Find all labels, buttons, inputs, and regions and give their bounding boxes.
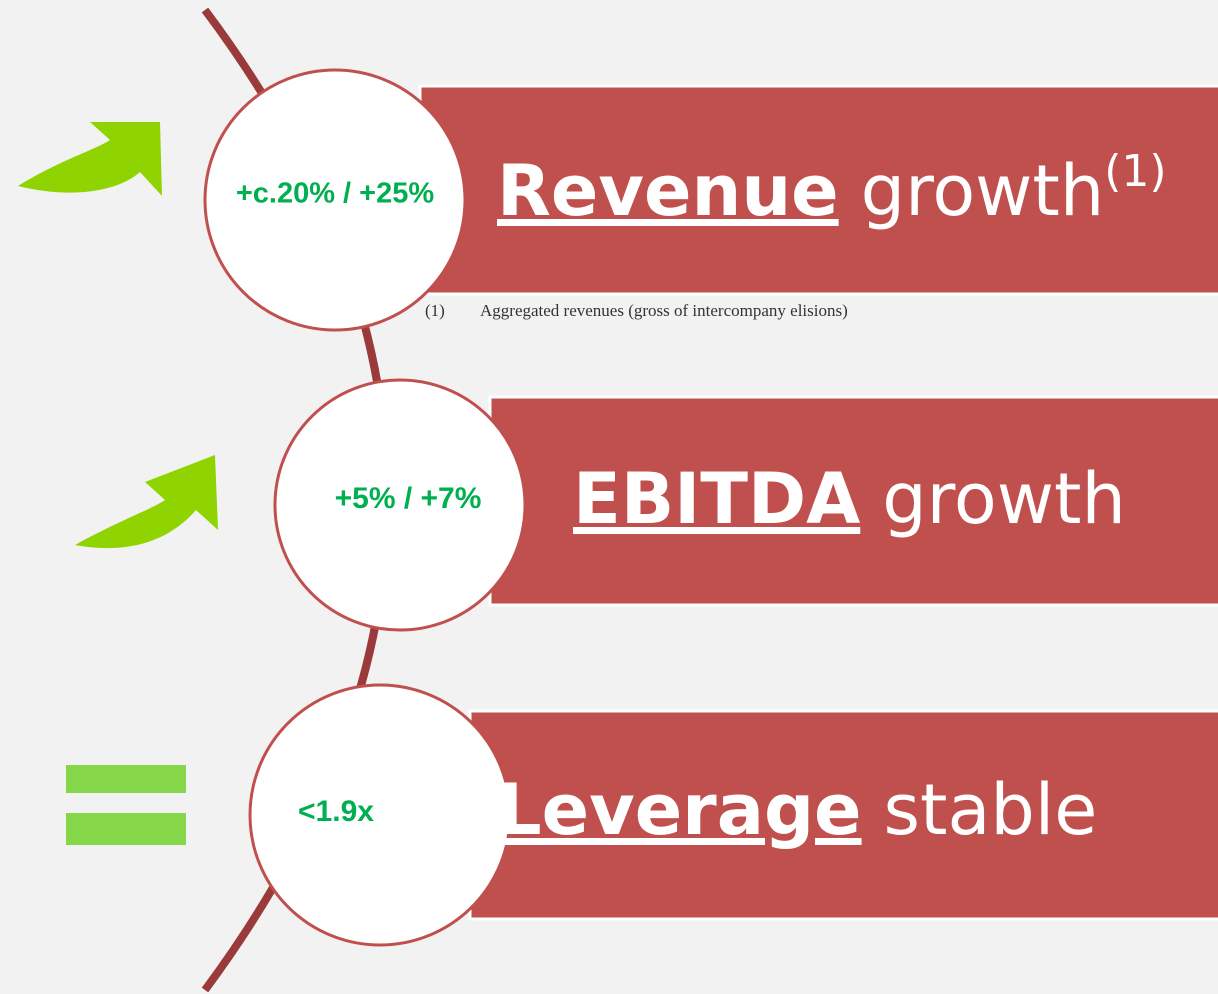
label-rest: growth [861,150,1105,232]
superscript: (1) [1104,146,1166,197]
bar-label: Leverage stable [497,769,1097,851]
circle [273,378,527,632]
value: <1.9x [298,795,374,828]
bar-label: EBITDA growth [573,458,1126,540]
keyword: Revenue [497,150,839,232]
equals-icon [66,765,186,793]
bar [418,84,1218,296]
footnote-marker: (1) [425,301,445,320]
footnote-text: Aggregated revenues (gross of intercompa… [480,301,848,320]
circle [248,683,512,947]
value: +5% / +7% [335,482,482,515]
label-rest: stable [884,769,1098,851]
circle [203,68,467,332]
keyword: EBITDA [573,458,860,540]
equals-icon [66,813,186,845]
up-arrow-icon [75,455,218,549]
keyword: Leverage [497,769,862,851]
bar-label: Revenue growth(1) [497,146,1167,232]
value: +c.20% / +25% [236,178,435,210]
bar [468,709,1218,921]
label-rest: growth [882,458,1126,540]
up-arrow-icon [18,122,162,196]
